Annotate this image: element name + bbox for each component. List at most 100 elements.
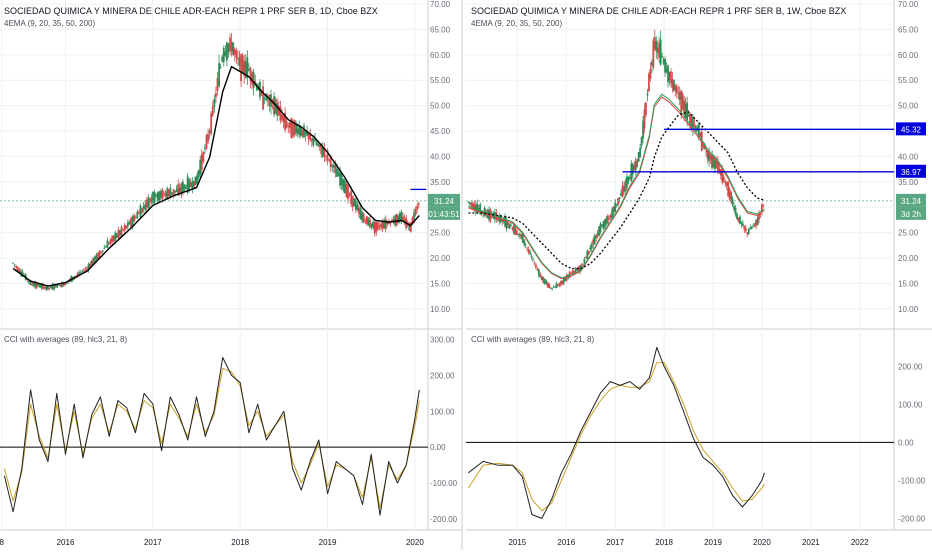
left-price-axis[interactable] [428, 0, 462, 328]
left-candle-body [48, 287, 51, 289]
left-candle-body [78, 272, 81, 275]
left-candle-body [170, 192, 173, 194]
left-candle-body [60, 282, 63, 288]
right-cci-legend[interactable]: CCI with averages (89, hlc3, 21, 8) [471, 335, 595, 344]
right-candle-body [562, 277, 565, 284]
left-candle-body [133, 215, 136, 222]
left-cci-tick-label: 300.00 [430, 336, 455, 345]
right-candle-body [535, 264, 537, 268]
right-candle-body [536, 269, 539, 270]
right-candle-body [602, 221, 605, 229]
left-candle-body [384, 219, 387, 230]
left-candle-body [292, 122, 294, 137]
left-candle-body [197, 170, 200, 178]
left-time-tick-label: 2018 [231, 538, 249, 547]
left-candle-body [65, 282, 68, 284]
left-candle-body [403, 218, 406, 224]
right-candle-body [574, 268, 577, 272]
right-candle-body [507, 222, 509, 225]
right-candle-body [599, 223, 602, 233]
left-cci-tick-label: 200.00 [430, 371, 455, 380]
right-candle-body [608, 218, 611, 220]
left-candle-body [26, 279, 29, 281]
right-candle-body [533, 263, 536, 265]
right-candle-body [694, 125, 697, 132]
right-candle-body [580, 264, 583, 270]
right-cci-average-line [467, 362, 765, 512]
right-candle-body [573, 270, 576, 273]
right-price-tick-label: 20.00 [898, 254, 919, 263]
left-candle-body [158, 191, 161, 201]
right-candle-body [552, 287, 555, 288]
left-candle-body [370, 223, 373, 227]
left-candle-body [320, 143, 323, 155]
right-candle-body [517, 233, 520, 235]
left-indicator-legend[interactable]: 4EMA (9, 20, 35, 50, 200) [4, 19, 96, 28]
left-cci-legend[interactable]: CCI with averages (89, hlc3, 21, 8) [4, 335, 128, 344]
left-price-pane[interactable] [0, 0, 428, 328]
right-candle-body [756, 218, 759, 226]
right-candle-body [725, 181, 728, 186]
right-candle-body [692, 116, 694, 130]
right-candle-body [548, 283, 551, 289]
left-candle-body [325, 155, 327, 157]
left-candle-body [348, 193, 351, 195]
right-price-tick-label: 15.00 [898, 279, 919, 288]
right-candle-body [733, 206, 735, 210]
right-candle-body [659, 39, 662, 65]
left-candle-body [337, 172, 340, 177]
left-cci-tick-label: -100.00 [430, 479, 458, 488]
left-candle-body [87, 263, 90, 271]
right-indicator-legend[interactable]: 4EMA (9, 20, 35, 50, 200) [471, 19, 563, 28]
right-candle-body [718, 168, 721, 173]
right-cci-tick-label: 200.00 [898, 362, 923, 371]
right-candle-body [755, 219, 757, 227]
right-candle-body [670, 71, 672, 83]
left-candle-body [125, 225, 128, 229]
right-candle-body [675, 86, 678, 93]
right-candle-body [508, 223, 511, 230]
right-candle-body [577, 266, 580, 273]
left-time-tick-label: 2016 [57, 538, 75, 547]
left-candle-body [230, 41, 233, 52]
right-time-tick-label: 2020 [753, 538, 771, 547]
right-candle-body [469, 202, 471, 204]
right-candle-body [753, 223, 756, 225]
right-candle-body [587, 250, 590, 255]
right-candle-body [747, 228, 750, 234]
left-candle-body [287, 126, 290, 127]
right-candle-body [476, 203, 479, 213]
right-candle-body [762, 205, 765, 207]
right-candle-body [708, 151, 711, 162]
left-candle-body [204, 147, 206, 150]
right-candle-body [470, 203, 473, 206]
right-candle-body [617, 198, 620, 205]
right-candle-body [736, 213, 738, 219]
right-price-pane[interactable] [466, 0, 894, 328]
left-candle-body [101, 250, 104, 252]
right-candle-body [741, 223, 744, 226]
right-candle-body [621, 185, 624, 197]
left-price-tick-label: 50.00 [430, 102, 451, 111]
left-candle-body [106, 240, 109, 249]
left-candle-body [200, 154, 203, 170]
left-candle-body [312, 136, 315, 146]
right-candle-body [730, 191, 733, 203]
right-candle-body [609, 214, 612, 218]
left-candle-body [76, 273, 79, 277]
left-candle-body [147, 197, 150, 209]
left-candle-body [114, 232, 117, 241]
right-candle-body [671, 79, 674, 89]
left-chart-title: SOCIEDAD QUIMICA Y MINERA DE CHILE ADR-E… [4, 6, 378, 16]
left-candle-body [296, 128, 299, 134]
left-candle-body [150, 197, 153, 202]
right-candle-body [743, 225, 746, 230]
left-candle-body [43, 287, 46, 289]
left-candle-body [174, 190, 176, 193]
left-candle-body [260, 91, 263, 95]
left-cci-pane[interactable] [0, 330, 428, 530]
right-candle-body [633, 165, 636, 171]
left-candle-body [343, 180, 346, 194]
right-cci-pane[interactable] [466, 330, 894, 530]
right-candle-body [672, 79, 675, 91]
